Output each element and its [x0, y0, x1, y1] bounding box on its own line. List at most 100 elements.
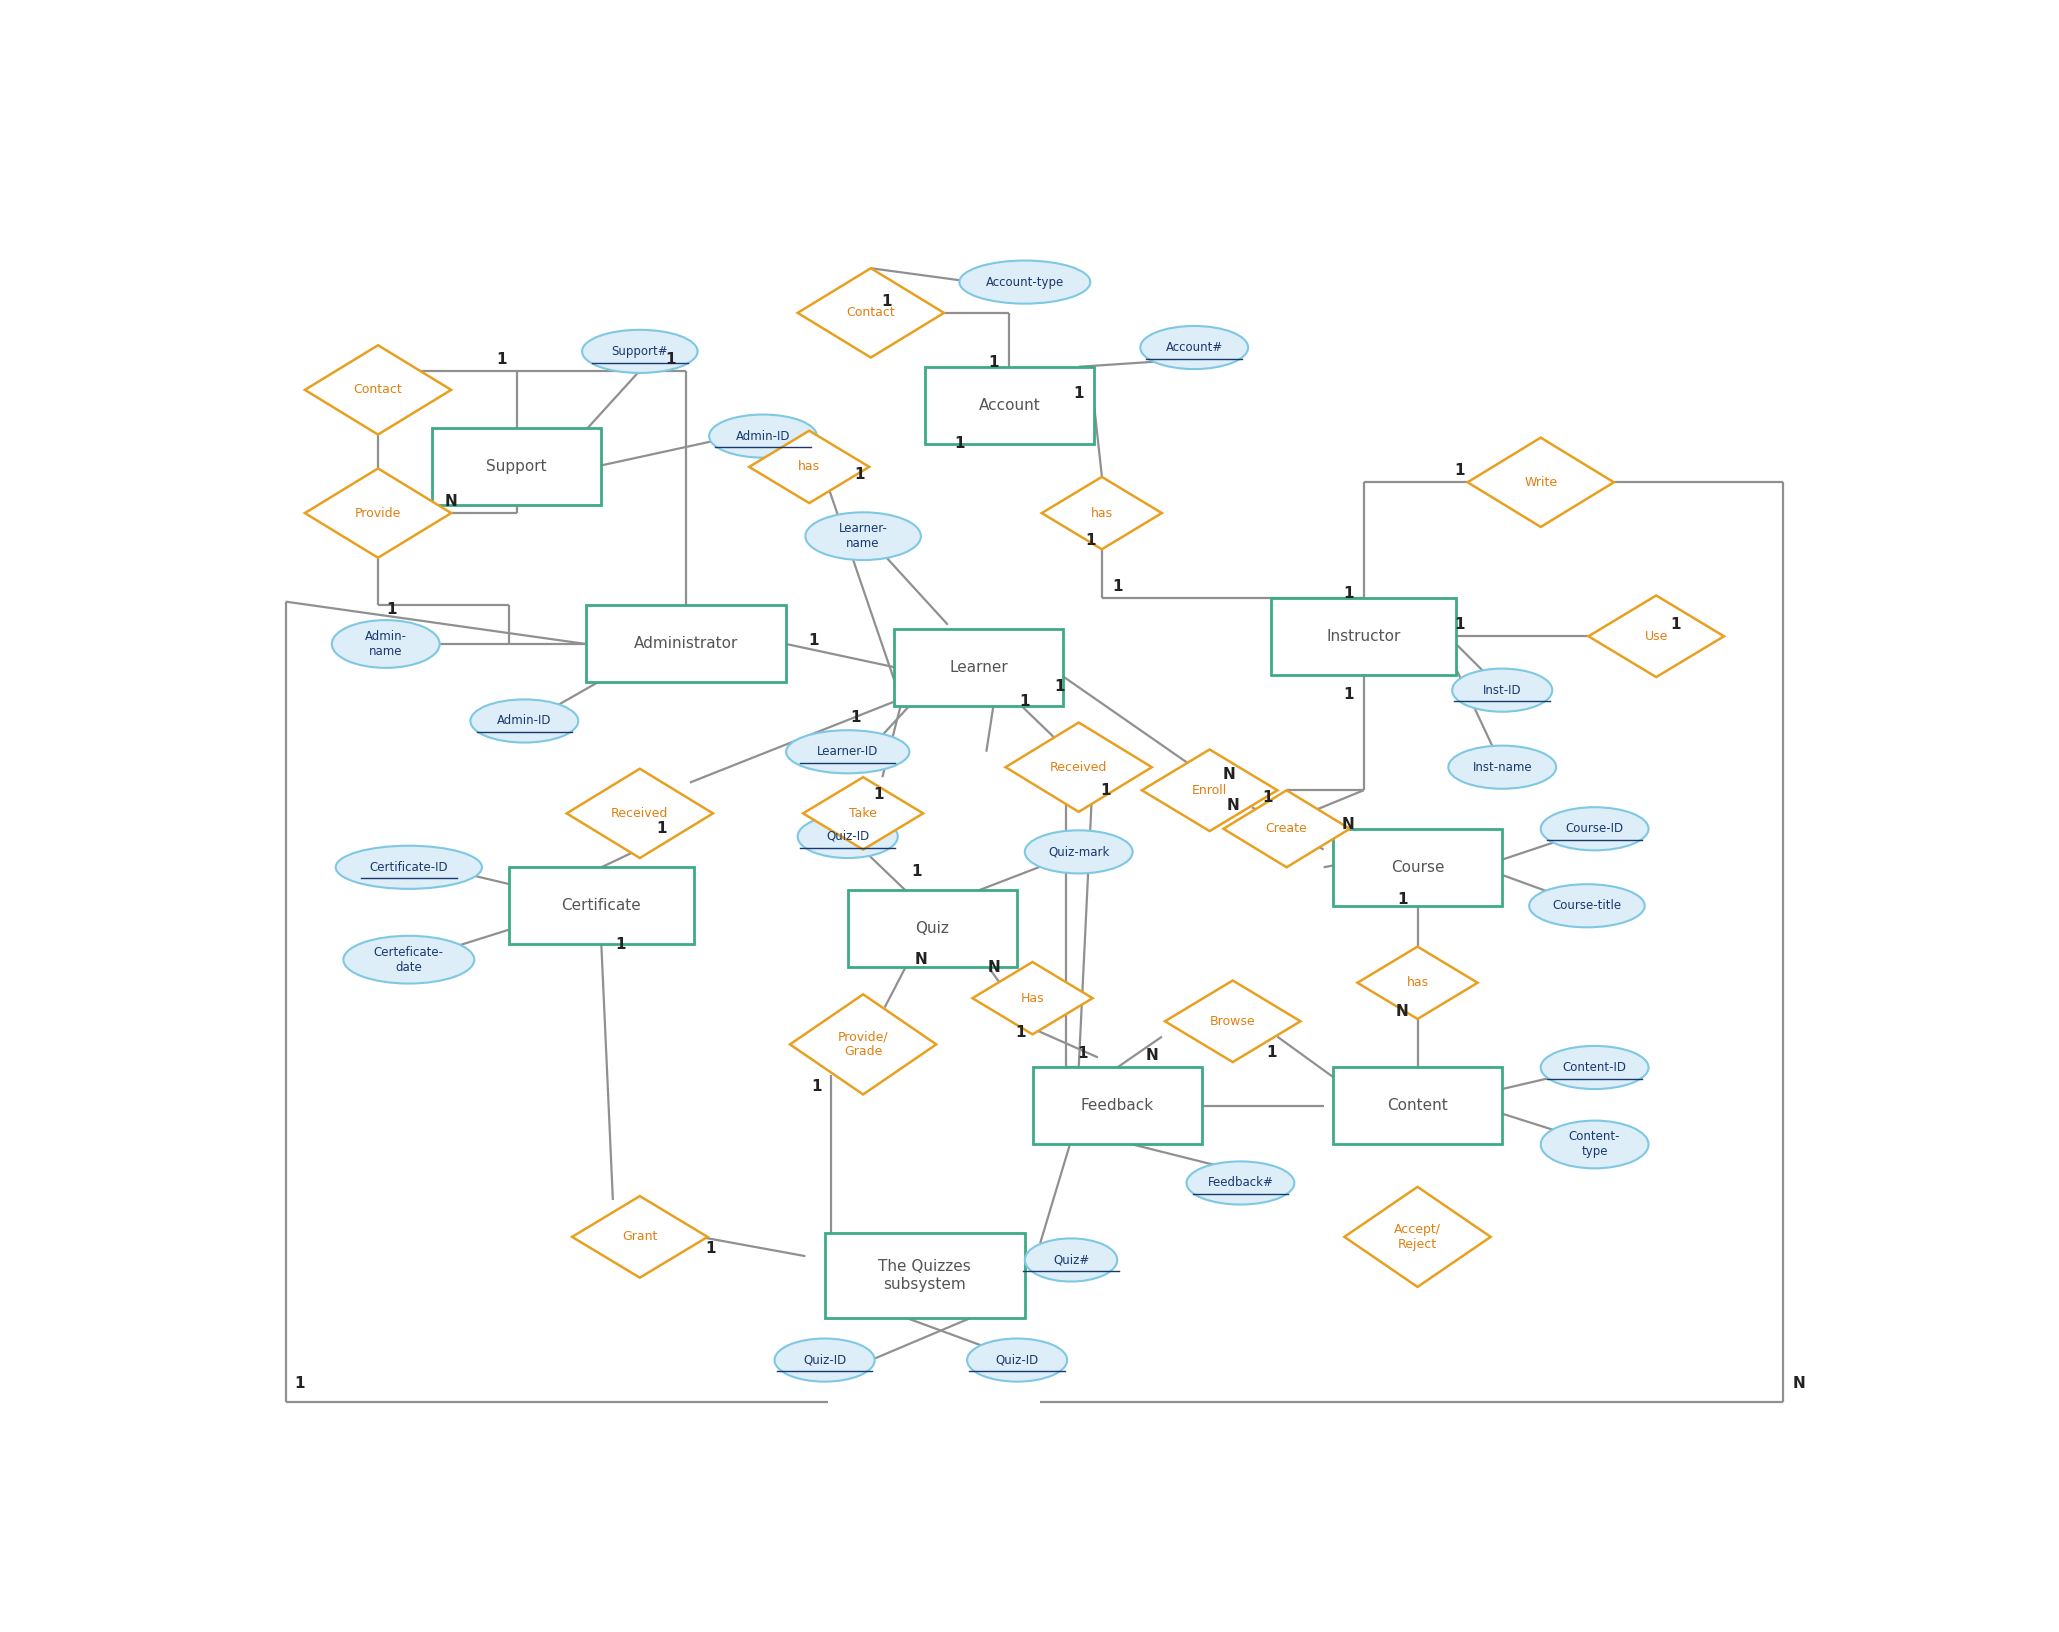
Text: 1: 1 [387, 602, 397, 617]
Text: 1: 1 [881, 294, 892, 308]
Ellipse shape [1530, 885, 1645, 927]
Text: Course: Course [1390, 860, 1443, 875]
Text: 1: 1 [1073, 387, 1083, 401]
Text: Feedback: Feedback [1081, 1098, 1153, 1113]
Text: Take: Take [848, 806, 877, 819]
Text: 1: 1 [1266, 1044, 1277, 1059]
Text: Instructor: Instructor [1326, 628, 1400, 643]
Text: N: N [988, 960, 1001, 974]
Text: Received: Received [1050, 761, 1108, 774]
Text: 1: 1 [1396, 893, 1408, 907]
Text: Admin-ID: Admin-ID [735, 429, 791, 442]
Text: Quiz#: Quiz# [1052, 1253, 1089, 1266]
Polygon shape [797, 268, 943, 357]
Text: Has: Has [1021, 992, 1044, 1005]
FancyBboxPatch shape [1270, 597, 1456, 674]
Text: Administrator: Administrator [634, 636, 739, 651]
Polygon shape [1223, 790, 1351, 867]
Text: Support#: Support# [612, 344, 667, 357]
Text: 1: 1 [1100, 783, 1112, 798]
Text: Learner: Learner [949, 659, 1009, 674]
Text: Accept/
Reject: Accept/ Reject [1394, 1222, 1441, 1250]
Ellipse shape [331, 620, 441, 667]
Text: Inst-ID: Inst-ID [1482, 684, 1522, 697]
Polygon shape [566, 769, 712, 858]
Polygon shape [1005, 723, 1151, 811]
Ellipse shape [1141, 326, 1248, 369]
Text: Certificate: Certificate [562, 898, 640, 914]
Text: Enroll: Enroll [1192, 783, 1227, 796]
Text: Provide: Provide [354, 506, 402, 519]
Text: 1: 1 [657, 821, 667, 836]
Polygon shape [1042, 477, 1161, 550]
Text: Content-ID: Content-ID [1563, 1061, 1627, 1074]
Text: Certeficate-
date: Certeficate- date [375, 945, 445, 974]
Ellipse shape [344, 935, 474, 984]
Polygon shape [1587, 596, 1723, 677]
FancyBboxPatch shape [824, 1234, 1025, 1317]
Ellipse shape [708, 415, 817, 457]
Polygon shape [305, 468, 451, 558]
FancyBboxPatch shape [432, 428, 601, 506]
Text: Account#: Account# [1165, 341, 1223, 354]
Text: The Quizzes
subsystem: The Quizzes subsystem [879, 1260, 972, 1291]
Text: 1: 1 [912, 863, 922, 878]
Polygon shape [1345, 1186, 1491, 1288]
Text: Quiz-ID: Quiz-ID [803, 1353, 846, 1366]
Ellipse shape [968, 1338, 1067, 1382]
Text: Quiz-ID: Quiz-ID [826, 831, 869, 844]
Polygon shape [1143, 749, 1277, 831]
Ellipse shape [583, 330, 698, 374]
Text: Learner-ID: Learner-ID [817, 746, 879, 759]
FancyBboxPatch shape [924, 367, 1093, 444]
FancyBboxPatch shape [894, 628, 1062, 705]
Text: Course-ID: Course-ID [1565, 823, 1625, 836]
Text: 1: 1 [850, 710, 861, 725]
Text: 1: 1 [1015, 1025, 1025, 1040]
Text: Contact: Contact [354, 384, 402, 397]
Text: N: N [445, 494, 457, 509]
Text: 1: 1 [1454, 617, 1466, 632]
Text: Contact: Contact [846, 307, 896, 320]
Text: 1: 1 [294, 1376, 305, 1390]
Text: Create: Create [1266, 823, 1307, 836]
Text: 1: 1 [616, 937, 626, 951]
FancyBboxPatch shape [848, 891, 1017, 968]
Ellipse shape [797, 814, 898, 858]
Text: Write: Write [1524, 477, 1557, 488]
Text: Account-type: Account-type [986, 276, 1065, 289]
Text: 1: 1 [1077, 1046, 1087, 1061]
Text: N: N [1145, 1048, 1159, 1064]
Text: 1: 1 [1342, 586, 1353, 602]
Text: Content: Content [1388, 1098, 1447, 1113]
Polygon shape [972, 961, 1093, 1035]
Text: Inst-name: Inst-name [1472, 761, 1532, 774]
Ellipse shape [1447, 746, 1557, 788]
Text: 1: 1 [811, 1079, 822, 1093]
Polygon shape [305, 346, 451, 434]
Text: has: has [799, 460, 819, 473]
Text: 1: 1 [1054, 679, 1065, 694]
Text: 1: 1 [496, 351, 507, 367]
Text: 1: 1 [953, 436, 964, 452]
Polygon shape [1468, 437, 1614, 527]
Text: 1: 1 [1670, 617, 1680, 632]
Text: Quiz-mark: Quiz-mark [1048, 845, 1110, 858]
Text: Received: Received [612, 806, 669, 819]
Text: N: N [1396, 1004, 1408, 1018]
Ellipse shape [774, 1338, 875, 1382]
Ellipse shape [336, 845, 482, 889]
FancyBboxPatch shape [1032, 1067, 1202, 1144]
Text: Account: Account [978, 398, 1040, 413]
Text: N: N [1223, 767, 1235, 782]
Ellipse shape [1025, 831, 1132, 873]
Text: Content-
type: Content- type [1569, 1131, 1620, 1159]
Text: Feedback#: Feedback# [1207, 1177, 1272, 1190]
Ellipse shape [469, 700, 579, 743]
Polygon shape [1165, 981, 1301, 1062]
Polygon shape [803, 777, 922, 850]
Text: Admin-
name: Admin- name [364, 630, 408, 658]
Text: 1: 1 [854, 467, 865, 481]
Text: Browse: Browse [1211, 1015, 1256, 1028]
Text: Grant: Grant [622, 1231, 657, 1244]
